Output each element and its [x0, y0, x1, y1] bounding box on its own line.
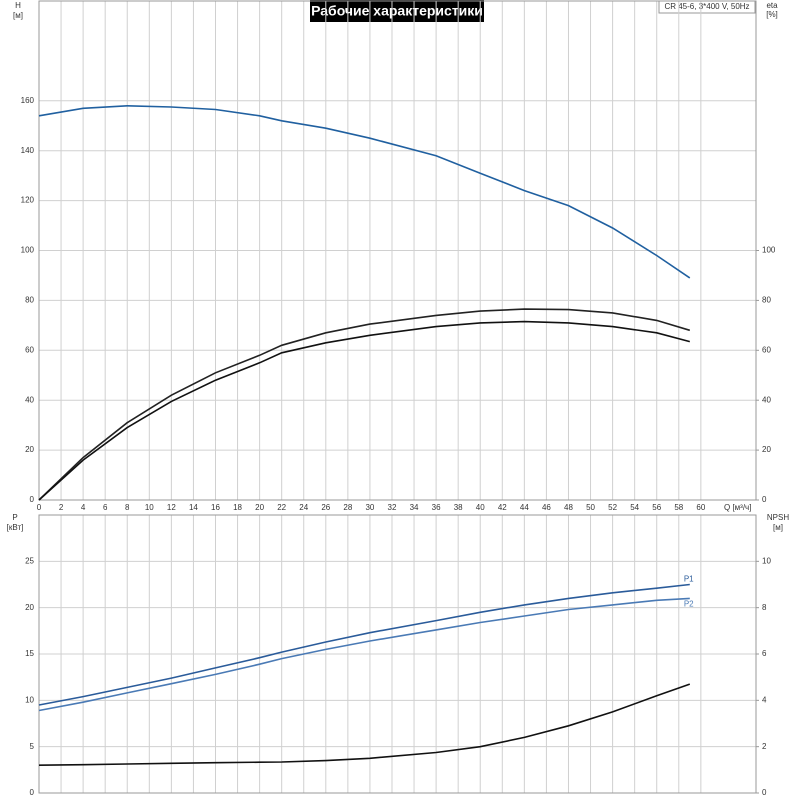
y2-axis-label: NPSH: [767, 513, 789, 522]
y-axis-unit: [м]: [13, 11, 23, 20]
x-tick-label: 40: [476, 503, 485, 512]
y2-tick-label: 100: [762, 246, 776, 255]
y2-axis-label: eta: [766, 1, 778, 10]
y2-axis-unit: [м]: [773, 523, 783, 532]
x-tick-label: 2: [59, 503, 64, 512]
y2-tick-label: 10: [762, 556, 771, 565]
y2-tick-label: 0: [762, 788, 767, 797]
x-tick-label: 4: [81, 503, 86, 512]
x-tick-label: 56: [652, 503, 661, 512]
y-axis-label: H: [15, 1, 21, 10]
y2-tick-label: 80: [762, 296, 771, 305]
x-tick-label: 54: [630, 503, 639, 512]
y2-axis-unit: [%]: [766, 10, 778, 19]
x-tick-label: 48: [564, 503, 573, 512]
y-tick-label: 60: [25, 345, 34, 354]
series-line: [38, 683, 691, 766]
y2-tick-label: 60: [762, 345, 771, 354]
x-tick-label: 28: [343, 503, 352, 512]
x-tick-label: 58: [674, 503, 683, 512]
y-tick-label: 5: [30, 742, 35, 751]
y-tick-label: 120: [21, 196, 35, 205]
y2-tick-label: 0: [762, 495, 767, 504]
y-axis-label: P: [12, 513, 17, 522]
y2-tick-label: 4: [762, 695, 767, 704]
x-tick-label: 52: [608, 503, 617, 512]
x-tick-label: 50: [586, 503, 595, 512]
info-text: CR 45-6, 3*400 V, 50Hz: [664, 2, 749, 11]
x-tick-label: 34: [410, 503, 419, 512]
y-tick-label: 0: [30, 495, 35, 504]
y2-tick-label: 2: [762, 742, 767, 751]
x-tick-label: 16: [211, 503, 220, 512]
series-label: P2: [684, 600, 694, 609]
x-tick-label: 0: [37, 503, 42, 512]
y-tick-label: 40: [25, 395, 34, 404]
x-tick-label: 6: [103, 503, 108, 512]
x-tick-label: 20: [255, 503, 264, 512]
y2-tick-label: 6: [762, 649, 767, 658]
series-line: [38, 320, 691, 501]
x-tick-label: 30: [365, 503, 374, 512]
series-label: P1: [684, 575, 694, 584]
x-tick-label: 36: [432, 503, 441, 512]
series-line: [38, 104, 691, 279]
y-axis-unit: [кВт]: [7, 523, 24, 532]
y2-tick-label: 20: [762, 445, 771, 454]
x-tick-label: 14: [189, 503, 198, 512]
y2-tick-label: 40: [762, 395, 771, 404]
series-line: [38, 597, 690, 712]
x-tick-label: 22: [277, 503, 286, 512]
title-box: [310, 0, 484, 22]
y-tick-label: 10: [25, 695, 34, 704]
x-tick-label: 24: [299, 503, 308, 512]
x-tick-label: 60: [696, 503, 705, 512]
series-line: [38, 308, 691, 501]
plot-frame: [38, 0, 757, 501]
y-tick-label: 15: [25, 649, 34, 658]
y2-tick-label: 8: [762, 603, 767, 612]
y-tick-label: 160: [21, 96, 35, 105]
x-tick-label: 46: [542, 503, 551, 512]
x-tick-label: 32: [388, 503, 397, 512]
x-tick-label: 38: [454, 503, 463, 512]
x-tick-label: 10: [145, 503, 154, 512]
chart-title: Рабочие характеристики: [311, 3, 483, 19]
series-line: [38, 583, 690, 706]
x-tick-label: 44: [520, 503, 529, 512]
x-tick-label: 42: [498, 503, 507, 512]
x-tick-label: 8: [125, 503, 130, 512]
y-tick-label: 140: [21, 146, 35, 155]
x-tick-label: 12: [167, 503, 176, 512]
y-tick-label: 25: [25, 556, 34, 565]
x-axis-label: Q [м³/ч]: [724, 503, 751, 512]
y-tick-label: 20: [25, 603, 34, 612]
y-tick-label: 20: [25, 445, 34, 454]
y-tick-label: 100: [21, 246, 35, 255]
y-tick-label: 0: [30, 788, 35, 797]
x-tick-label: 26: [321, 503, 330, 512]
x-tick-label: 18: [233, 503, 242, 512]
y-tick-label: 80: [25, 296, 34, 305]
plot-frame: [38, 514, 757, 794]
